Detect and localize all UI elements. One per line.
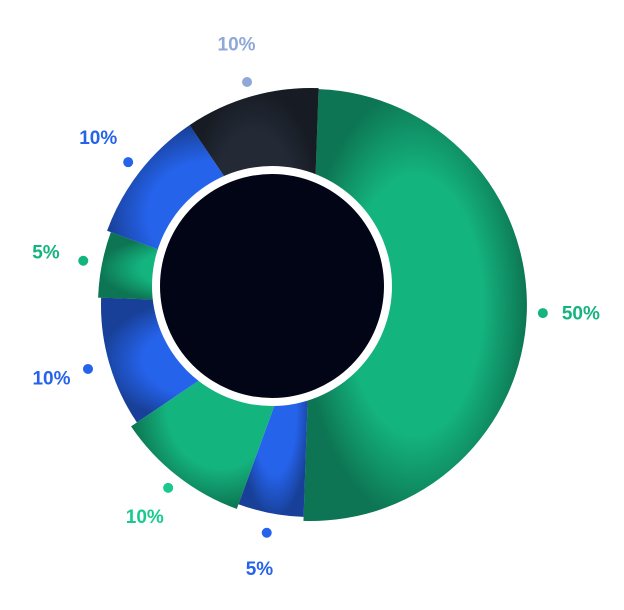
label-dot bbox=[261, 527, 272, 538]
label-dot bbox=[123, 157, 134, 168]
label-dot bbox=[163, 482, 174, 493]
value-label: 10% bbox=[126, 507, 164, 528]
labels: 50% 5% 10% 10% 5% 10% 10% bbox=[32, 34, 600, 580]
wedge-shade bbox=[303, 89, 527, 521]
inner-disk bbox=[160, 174, 384, 398]
value-label: 10% bbox=[218, 34, 256, 55]
value-label: 50% bbox=[562, 303, 600, 324]
value-label: 5% bbox=[32, 242, 60, 263]
label-dot bbox=[82, 363, 93, 374]
value-label: 10% bbox=[79, 128, 117, 149]
label-dot bbox=[242, 76, 253, 87]
value-label: 10% bbox=[32, 368, 70, 389]
label-dot bbox=[78, 255, 89, 266]
value-label: 5% bbox=[246, 559, 274, 580]
label-dot bbox=[537, 308, 548, 319]
